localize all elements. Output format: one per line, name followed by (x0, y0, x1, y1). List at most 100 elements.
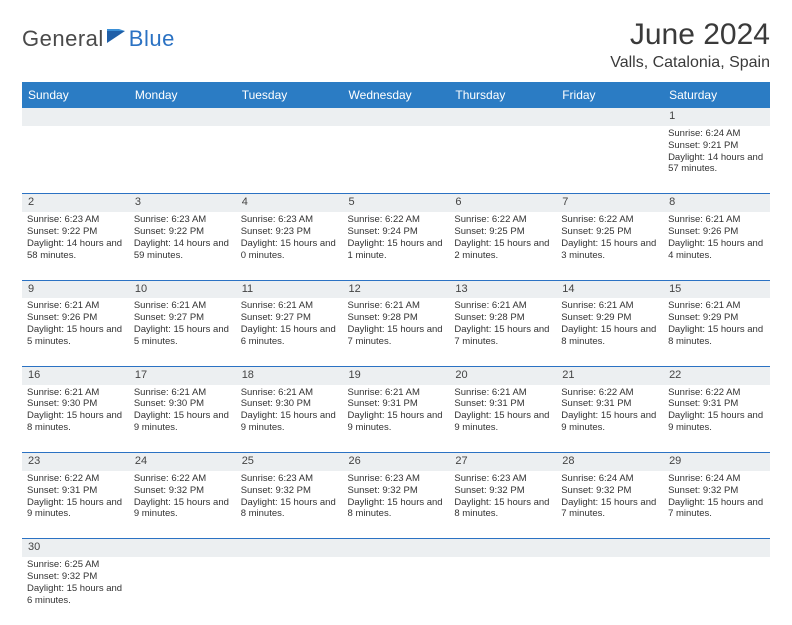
daylight-text: Daylight: 15 hours and 2 minutes. (454, 238, 551, 262)
daynum-row: 16171819202122 (22, 366, 770, 384)
weekday-header-row: Sunday Monday Tuesday Wednesday Thursday… (22, 82, 770, 108)
sunset-text: Sunset: 9:29 PM (561, 312, 658, 324)
sunrise-text: Sunrise: 6:21 AM (27, 387, 124, 399)
day-cell: Sunrise: 6:22 AMSunset: 9:24 PMDaylight:… (343, 212, 450, 280)
sunrise-text: Sunrise: 6:21 AM (134, 387, 231, 399)
sunrise-text: Sunrise: 6:23 AM (454, 473, 551, 485)
daylight-text: Daylight: 15 hours and 9 minutes. (561, 410, 658, 434)
week-row: Sunrise: 6:25 AMSunset: 9:32 PMDaylight:… (22, 557, 770, 625)
day-cell: Sunrise: 6:23 AMSunset: 9:32 PMDaylight:… (236, 471, 343, 539)
sunset-text: Sunset: 9:32 PM (454, 485, 551, 497)
logo-text-general: General (22, 26, 104, 52)
sunset-text: Sunset: 9:26 PM (27, 312, 124, 324)
day-cell (343, 557, 450, 625)
daynum-cell: 29 (663, 453, 770, 471)
daynum-cell: 20 (449, 366, 556, 384)
sunset-text: Sunset: 9:31 PM (668, 398, 765, 410)
daynum-cell: 23 (22, 453, 129, 471)
sunrise-text: Sunrise: 6:24 AM (668, 473, 765, 485)
day-cell: Sunrise: 6:21 AMSunset: 9:30 PMDaylight:… (236, 385, 343, 453)
day-cell: Sunrise: 6:21 AMSunset: 9:28 PMDaylight:… (449, 298, 556, 366)
day-cell: Sunrise: 6:22 AMSunset: 9:25 PMDaylight:… (556, 212, 663, 280)
daynum-cell: 11 (236, 280, 343, 298)
daynum-cell (129, 539, 236, 557)
day-cell: Sunrise: 6:23 AMSunset: 9:22 PMDaylight:… (129, 212, 236, 280)
daylight-text: Daylight: 15 hours and 6 minutes. (241, 324, 338, 348)
sunrise-text: Sunrise: 6:23 AM (241, 473, 338, 485)
page-title: June 2024 (610, 18, 770, 52)
sunset-text: Sunset: 9:29 PM (668, 312, 765, 324)
sunrise-text: Sunrise: 6:22 AM (454, 214, 551, 226)
daynum-cell: 14 (556, 280, 663, 298)
sunrise-text: Sunrise: 6:22 AM (348, 214, 445, 226)
day-cell: Sunrise: 6:23 AMSunset: 9:32 PMDaylight:… (343, 471, 450, 539)
sunrise-text: Sunrise: 6:24 AM (668, 128, 765, 140)
weekday-header: Sunday (22, 82, 129, 108)
sunrise-text: Sunrise: 6:21 AM (348, 300, 445, 312)
sunrise-text: Sunrise: 6:22 AM (134, 473, 231, 485)
day-cell: Sunrise: 6:21 AMSunset: 9:26 PMDaylight:… (22, 298, 129, 366)
day-cell: Sunrise: 6:25 AMSunset: 9:32 PMDaylight:… (22, 557, 129, 625)
daylight-text: Daylight: 15 hours and 3 minutes. (561, 238, 658, 262)
day-cell: Sunrise: 6:24 AMSunset: 9:32 PMDaylight:… (556, 471, 663, 539)
daynum-cell: 17 (129, 366, 236, 384)
day-cell: Sunrise: 6:22 AMSunset: 9:25 PMDaylight:… (449, 212, 556, 280)
sunrise-text: Sunrise: 6:21 AM (27, 300, 124, 312)
daylight-text: Daylight: 15 hours and 9 minutes. (134, 497, 231, 521)
daylight-text: Daylight: 15 hours and 8 minutes. (348, 497, 445, 521)
sunset-text: Sunset: 9:25 PM (561, 226, 658, 238)
daylight-text: Daylight: 15 hours and 7 minutes. (668, 497, 765, 521)
daynum-cell (343, 539, 450, 557)
sunrise-text: Sunrise: 6:23 AM (27, 214, 124, 226)
sunset-text: Sunset: 9:32 PM (348, 485, 445, 497)
day-cell: Sunrise: 6:21 AMSunset: 9:27 PMDaylight:… (129, 298, 236, 366)
daylight-text: Daylight: 15 hours and 8 minutes. (241, 497, 338, 521)
day-cell: Sunrise: 6:23 AMSunset: 9:22 PMDaylight:… (22, 212, 129, 280)
sunset-text: Sunset: 9:31 PM (454, 398, 551, 410)
day-cell (236, 126, 343, 194)
week-row: Sunrise: 6:22 AM Sunset: 9:31 PM Daylight:… (22, 471, 770, 539)
daylight-text: Daylight: 14 hours and 58 minutes. (27, 238, 124, 262)
sunrise-text: Sunrise: 6:21 AM (454, 387, 551, 399)
daynum-row: 23242526272829 (22, 453, 770, 471)
daynum-cell: 25 (236, 453, 343, 471)
daylight-text: Daylight: 15 hours and 9 minutes. (668, 410, 765, 434)
daynum-cell (22, 108, 129, 126)
daynum-cell: 30 (22, 539, 129, 557)
sunrise-text: Sunrise: 6:24 AM (561, 473, 658, 485)
daynum-cell: 10 (129, 280, 236, 298)
daylight-text: Daylight: 15 hours and 7 minutes. (454, 324, 551, 348)
daylight-text: Daylight: 15 hours and 9 minutes. (348, 410, 445, 434)
week-row: Sunrise: 6:23 AM Sunset: 9:22 PM Daylight:… (22, 212, 770, 280)
daynum-cell: 7 (556, 194, 663, 212)
calendar-table: Sunday Monday Tuesday Wednesday Thursday… (22, 82, 770, 625)
sunrise-text: Sunrise: 6:22 AM (668, 387, 765, 399)
sunset-text: Sunset: 9:22 PM (134, 226, 231, 238)
daylight-text: Daylight: 15 hours and 8 minutes. (27, 410, 124, 434)
sunset-text: Sunset: 9:27 PM (241, 312, 338, 324)
day-cell (556, 126, 663, 194)
daylight-text: Daylight: 15 hours and 7 minutes. (348, 324, 445, 348)
daylight-text: Daylight: 15 hours and 1 minute. (348, 238, 445, 262)
weekday-header: Tuesday (236, 82, 343, 108)
daynum-row: 9101112131415 (22, 280, 770, 298)
location-subtitle: Valls, Catalonia, Spain (610, 54, 770, 72)
sunset-text: Sunset: 9:27 PM (134, 312, 231, 324)
sunset-text: Sunset: 9:26 PM (668, 226, 765, 238)
logo-text-blue: Blue (129, 26, 175, 52)
day-cell (449, 557, 556, 625)
sunset-text: Sunset: 9:31 PM (27, 485, 124, 497)
sunrise-text: Sunrise: 6:23 AM (241, 214, 338, 226)
daynum-cell (343, 108, 450, 126)
sunrise-text: Sunrise: 6:21 AM (454, 300, 551, 312)
daynum-cell: 13 (449, 280, 556, 298)
day-cell (663, 557, 770, 625)
daynum-cell (449, 539, 556, 557)
sunrise-text: Sunrise: 6:21 AM (241, 300, 338, 312)
day-cell (236, 557, 343, 625)
daynum-cell (129, 108, 236, 126)
day-cell (129, 557, 236, 625)
sunrise-text: Sunrise: 6:21 AM (241, 387, 338, 399)
sunset-text: Sunset: 9:31 PM (348, 398, 445, 410)
title-block: June 2024 Valls, Catalonia, Spain (610, 18, 770, 72)
